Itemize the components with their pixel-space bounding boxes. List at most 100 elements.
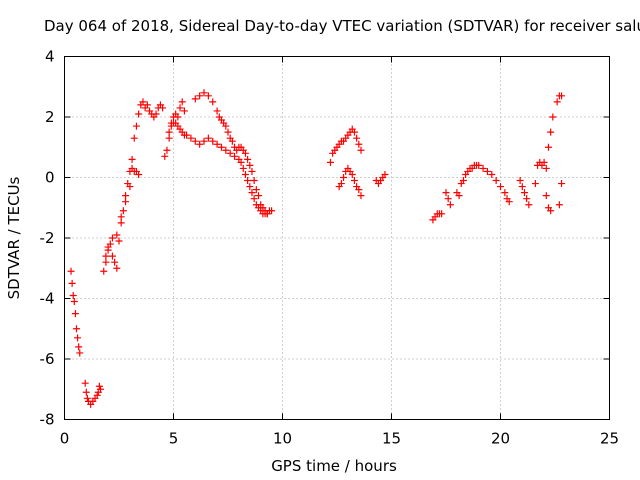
data-point — [518, 183, 526, 191]
x-tick-label: 5 — [169, 430, 179, 448]
data-point — [200, 89, 208, 97]
data-point — [135, 110, 143, 118]
series-arc-11 — [429, 210, 446, 224]
data-point — [263, 210, 271, 218]
data-point — [520, 189, 528, 197]
data-point — [531, 180, 539, 188]
data-point — [96, 385, 104, 393]
data-point — [239, 164, 247, 172]
series-arc-14 — [531, 113, 557, 188]
data-point — [497, 183, 504, 191]
data-point — [224, 128, 232, 136]
data-point — [558, 180, 566, 188]
y-tick-label: -2 — [40, 229, 55, 247]
data-point — [113, 264, 121, 272]
data-point — [475, 161, 483, 169]
data-point — [446, 201, 454, 209]
data-point — [455, 192, 463, 200]
data-point — [353, 134, 361, 142]
data-point — [115, 237, 123, 245]
data-point — [540, 158, 548, 166]
data-point — [122, 192, 130, 200]
data-point — [244, 155, 252, 163]
data-point — [523, 195, 531, 203]
y-tick-label: 2 — [45, 108, 55, 126]
y-tick-label: -8 — [40, 411, 55, 429]
data-point — [222, 146, 230, 154]
y-tick-label: 4 — [45, 48, 55, 66]
data-point — [81, 379, 89, 387]
data-point — [442, 189, 450, 197]
data-point — [183, 131, 191, 139]
data-point — [246, 161, 254, 169]
x-tick-label: 10 — [273, 430, 292, 448]
data-point — [237, 158, 245, 166]
axis-ticks — [64, 56, 610, 420]
data-point — [67, 267, 75, 275]
data-point — [165, 134, 173, 142]
data-point — [200, 137, 208, 145]
data-point — [246, 183, 254, 191]
data-point — [250, 195, 258, 203]
data-point — [191, 95, 199, 103]
data-point — [555, 201, 563, 209]
data-point — [244, 177, 252, 185]
data-point — [139, 98, 147, 106]
data-point — [547, 207, 555, 215]
data-point — [82, 388, 90, 396]
y-tick-label: -6 — [40, 350, 55, 368]
data-point — [213, 107, 221, 115]
data-point — [204, 134, 212, 142]
data-point — [547, 128, 555, 136]
data-point — [71, 310, 79, 318]
data-point — [130, 134, 138, 142]
data-point — [72, 325, 80, 333]
data-point — [209, 137, 217, 145]
data-point — [143, 101, 151, 109]
data-point — [75, 343, 83, 351]
data-point — [122, 198, 130, 206]
data-point — [117, 213, 125, 221]
data-point — [180, 107, 188, 115]
data-point — [255, 192, 263, 200]
data-point — [163, 146, 171, 154]
data-point — [70, 298, 78, 306]
data-point — [241, 149, 249, 157]
data-point — [268, 207, 276, 215]
data-point — [108, 234, 116, 242]
data-point — [357, 192, 365, 200]
data-point — [104, 243, 112, 251]
data-point — [252, 186, 260, 194]
data-point — [525, 201, 533, 209]
data-point — [505, 198, 513, 206]
y-axis-label: SDTVAR / TECUs — [5, 176, 23, 299]
data-point — [217, 143, 225, 151]
data-point — [542, 164, 550, 172]
data-point — [165, 128, 173, 136]
data-point — [542, 192, 550, 200]
data-point — [68, 279, 76, 287]
data-point — [549, 113, 557, 121]
data-point — [213, 140, 221, 148]
data-point — [76, 349, 84, 357]
data-point — [204, 92, 212, 100]
data-point — [558, 92, 566, 100]
data-point — [100, 267, 108, 275]
series-arc-15 — [542, 92, 566, 215]
data-point — [126, 183, 134, 191]
data-point — [492, 177, 500, 185]
data-point — [102, 252, 110, 260]
data-point — [444, 195, 452, 203]
x-tick-label: 15 — [382, 430, 401, 448]
series-arc-13 — [516, 177, 533, 209]
data-point — [226, 149, 234, 157]
data-point — [241, 170, 249, 178]
data-point — [355, 140, 363, 148]
data-point — [483, 167, 491, 175]
data-point — [176, 104, 184, 112]
chart-title: Day 064 of 2018, Sidereal Day-to-day VTE… — [44, 17, 640, 35]
series-arc-4 — [102, 98, 167, 260]
data-point — [326, 158, 334, 166]
data-point — [128, 155, 136, 163]
